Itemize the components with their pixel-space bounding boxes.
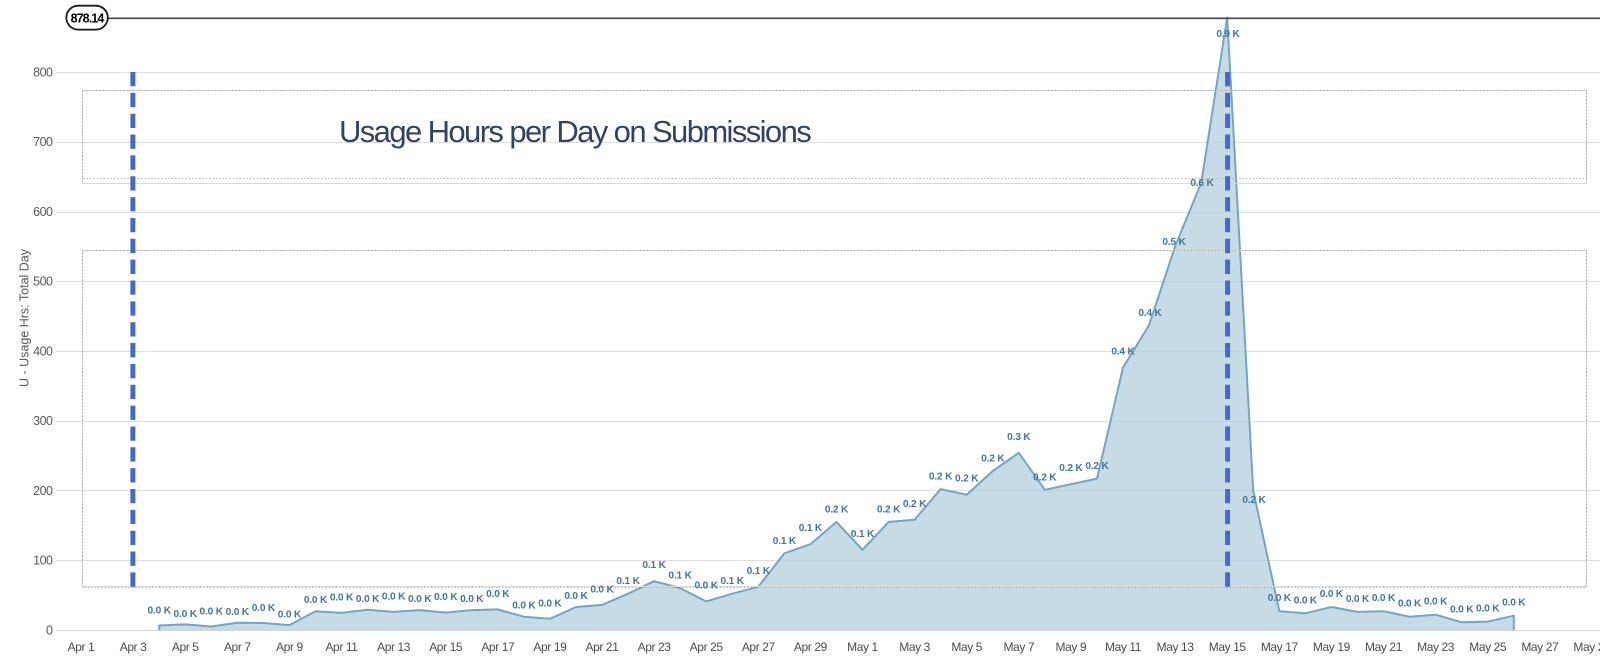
svg-text:0.5 K: 0.5 K [1162,237,1186,248]
svg-text:0.1 K: 0.1 K [773,536,797,547]
svg-text:0.0 K: 0.0 K [460,594,484,605]
svg-text:0.0 K: 0.0 K [538,598,562,609]
svg-text:Apr 23: Apr 23 [638,640,672,654]
svg-text:0.0 K: 0.0 K [1294,595,1318,606]
svg-text:0.1 K: 0.1 K [851,529,875,540]
svg-text:May 7: May 7 [1003,640,1034,654]
svg-text:0.0 K: 0.0 K [252,603,276,614]
svg-text:200: 200 [33,484,53,498]
svg-text:0.2 K: 0.2 K [1242,495,1266,506]
svg-text:0.0 K: 0.0 K [408,594,432,605]
svg-text:May 5: May 5 [951,640,982,654]
svg-text:0.4 K: 0.4 K [1138,308,1162,319]
svg-text:Apr 19: Apr 19 [533,640,567,654]
svg-text:0.0 K: 0.0 K [695,580,719,591]
svg-text:Apr 21: Apr 21 [586,640,620,654]
svg-text:0.2 K: 0.2 K [1085,461,1109,472]
svg-text:878.14: 878.14 [71,12,105,26]
svg-text:May 3: May 3 [899,640,930,654]
svg-text:400: 400 [33,344,53,358]
svg-text:Usage Hours per Day on Submiss: Usage Hours per Day on Submissions [339,114,811,149]
svg-text:Apr 3: Apr 3 [120,640,147,654]
svg-text:0.0 K: 0.0 K [148,606,172,617]
svg-text:Apr 27: Apr 27 [742,640,776,654]
svg-text:0.0 K: 0.0 K [512,601,536,612]
svg-text:0.2 K: 0.2 K [1059,463,1083,474]
svg-text:0.0 K: 0.0 K [200,607,224,618]
svg-text:May 1: May 1 [847,640,878,654]
svg-text:Apr 11: Apr 11 [325,640,358,654]
svg-text:0.2 K: 0.2 K [929,472,953,483]
svg-text:May 21: May 21 [1365,640,1403,654]
svg-text:0.9 K: 0.9 K [1216,29,1240,40]
svg-text:0.6 K: 0.6 K [1190,178,1214,189]
svg-text:0.0 K: 0.0 K [1424,597,1448,608]
svg-text:600: 600 [33,205,53,219]
svg-text:Apr 29: Apr 29 [794,640,828,654]
svg-text:0.0 K: 0.0 K [1372,593,1396,604]
svg-text:Apr 13: Apr 13 [377,640,411,654]
svg-text:0.0 K: 0.0 K [1398,599,1422,610]
svg-text:0.2 K: 0.2 K [981,454,1005,465]
svg-text:0.1 K: 0.1 K [668,571,692,582]
svg-text:0.0 K: 0.0 K [174,609,198,620]
svg-text:0.0 K: 0.0 K [1320,589,1344,600]
svg-text:0.1 K: 0.1 K [799,523,823,534]
svg-text:Apr 9: Apr 9 [276,640,303,654]
svg-text:0.1 K: 0.1 K [747,566,771,577]
svg-text:0.0 K: 0.0 K [1268,593,1292,604]
svg-text:0.2 K: 0.2 K [825,504,849,515]
svg-text:0.0 K: 0.0 K [1450,604,1474,615]
svg-text:Apr 15: Apr 15 [429,640,463,654]
svg-text:0.3 K: 0.3 K [1007,432,1031,443]
svg-text:0.0 K: 0.0 K [434,592,458,603]
svg-text:0.2 K: 0.2 K [877,504,901,515]
svg-text:May 9: May 9 [1056,640,1087,654]
svg-text:0.0 K: 0.0 K [226,607,250,618]
svg-text:0.1 K: 0.1 K [642,560,666,571]
svg-text:Apr 17: Apr 17 [481,640,515,654]
svg-text:Apr 25: Apr 25 [690,640,724,654]
svg-text:0.1 K: 0.1 K [721,576,745,587]
svg-text:500: 500 [33,275,53,289]
svg-text:0.0 K: 0.0 K [304,595,328,606]
svg-text:0.0 K: 0.0 K [1346,594,1370,605]
svg-text:May 27: May 27 [1521,640,1559,654]
svg-text:100: 100 [33,554,53,568]
svg-text:0.0 K: 0.0 K [1476,604,1500,615]
svg-text:0.0 K: 0.0 K [356,594,380,605]
svg-text:0.0 K: 0.0 K [1502,598,1526,609]
svg-text:300: 300 [33,414,53,428]
svg-text:0.0 K: 0.0 K [278,610,302,621]
svg-text:May 17: May 17 [1261,640,1299,654]
svg-text:0.0 K: 0.0 K [382,591,406,602]
svg-text:Apr 7: Apr 7 [224,640,251,654]
svg-text:May 11: May 11 [1105,640,1142,654]
svg-text:May 19: May 19 [1313,640,1351,654]
svg-text:0.0 K: 0.0 K [564,591,588,602]
svg-text:May 23: May 23 [1417,640,1455,654]
svg-text:0.2 K: 0.2 K [955,474,979,485]
svg-text:May 29: May 29 [1573,640,1600,654]
svg-text:Apr 5: Apr 5 [172,640,199,654]
svg-text:0.2 K: 0.2 K [1033,472,1057,483]
svg-text:700: 700 [33,135,53,149]
svg-text:May 25: May 25 [1469,640,1507,654]
svg-text:0.0 K: 0.0 K [330,592,354,603]
svg-text:U - Usage Hrs: Total Day: U - Usage Hrs: Total Day [18,248,32,387]
svg-text:May 15: May 15 [1209,640,1247,654]
svg-text:0: 0 [46,623,53,637]
svg-text:0.0 K: 0.0 K [590,584,614,595]
svg-text:0.1 K: 0.1 K [616,576,640,587]
svg-text:0.0 K: 0.0 K [486,589,510,600]
svg-text:800: 800 [33,65,53,79]
svg-text:May 13: May 13 [1157,640,1195,654]
svg-text:0.2 K: 0.2 K [903,499,927,510]
svg-text:Apr 1: Apr 1 [68,640,95,654]
svg-text:0.4 K: 0.4 K [1111,347,1135,358]
